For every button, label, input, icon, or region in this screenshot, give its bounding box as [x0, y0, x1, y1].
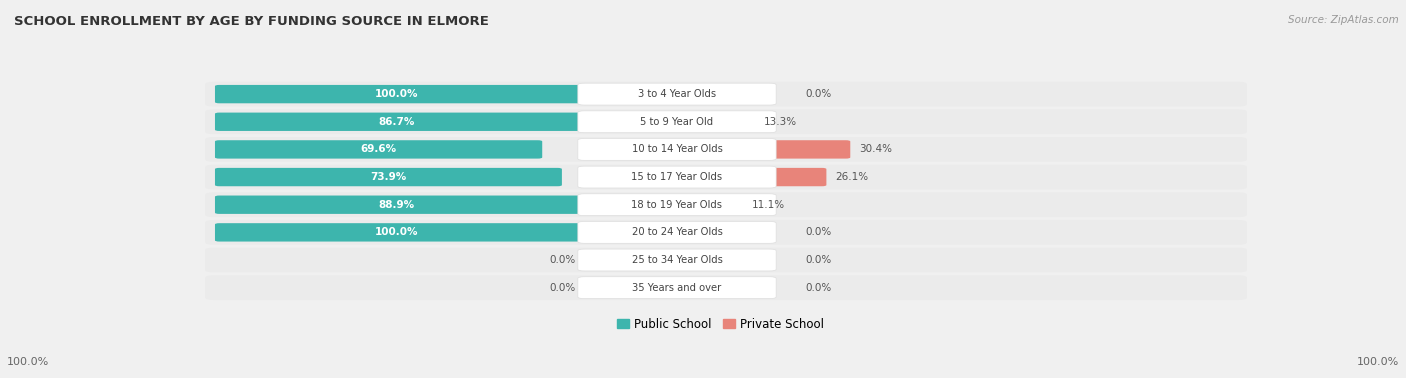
Text: 25 to 34 Year Olds: 25 to 34 Year Olds: [631, 255, 723, 265]
FancyBboxPatch shape: [205, 109, 1247, 134]
FancyBboxPatch shape: [672, 195, 742, 214]
Text: 26.1%: 26.1%: [835, 172, 869, 182]
Text: 5 to 9 Year Old: 5 to 9 Year Old: [640, 117, 714, 127]
FancyBboxPatch shape: [215, 113, 620, 131]
Text: 0.0%: 0.0%: [806, 255, 832, 265]
FancyBboxPatch shape: [672, 140, 851, 159]
Text: Source: ZipAtlas.com: Source: ZipAtlas.com: [1288, 15, 1399, 25]
FancyBboxPatch shape: [215, 195, 630, 214]
FancyBboxPatch shape: [647, 279, 681, 297]
Text: 13.3%: 13.3%: [763, 117, 797, 127]
Legend: Public School, Private School: Public School, Private School: [617, 318, 824, 330]
FancyBboxPatch shape: [205, 248, 1247, 273]
FancyBboxPatch shape: [215, 140, 543, 159]
Text: 88.9%: 88.9%: [378, 200, 415, 210]
FancyBboxPatch shape: [673, 251, 707, 269]
FancyBboxPatch shape: [205, 220, 1247, 245]
Text: 3 to 4 Year Olds: 3 to 4 Year Olds: [638, 89, 716, 99]
FancyBboxPatch shape: [578, 111, 776, 133]
FancyBboxPatch shape: [205, 192, 1247, 217]
Text: 10 to 14 Year Olds: 10 to 14 Year Olds: [631, 144, 723, 155]
FancyBboxPatch shape: [673, 279, 707, 297]
FancyBboxPatch shape: [215, 85, 682, 103]
FancyBboxPatch shape: [578, 166, 776, 188]
FancyBboxPatch shape: [215, 223, 682, 242]
FancyBboxPatch shape: [672, 168, 827, 186]
Text: 30.4%: 30.4%: [859, 144, 891, 155]
Text: 15 to 17 Year Olds: 15 to 17 Year Olds: [631, 172, 723, 182]
Text: 11.1%: 11.1%: [752, 200, 785, 210]
FancyBboxPatch shape: [215, 168, 562, 186]
FancyBboxPatch shape: [578, 249, 776, 271]
Text: 0.0%: 0.0%: [806, 283, 832, 293]
Text: 86.7%: 86.7%: [378, 117, 415, 127]
Text: 0.0%: 0.0%: [806, 89, 832, 99]
Text: 73.9%: 73.9%: [370, 172, 406, 182]
Text: 0.0%: 0.0%: [550, 255, 575, 265]
FancyBboxPatch shape: [578, 83, 776, 105]
Text: 0.0%: 0.0%: [806, 227, 832, 237]
Text: 20 to 24 Year Olds: 20 to 24 Year Olds: [631, 227, 723, 237]
FancyBboxPatch shape: [205, 275, 1247, 300]
Text: 100.0%: 100.0%: [1357, 357, 1399, 367]
FancyBboxPatch shape: [578, 222, 776, 243]
FancyBboxPatch shape: [578, 194, 776, 215]
FancyBboxPatch shape: [205, 137, 1247, 162]
Text: 18 to 19 Year Olds: 18 to 19 Year Olds: [631, 200, 723, 210]
Text: 100.0%: 100.0%: [7, 357, 49, 367]
FancyBboxPatch shape: [672, 113, 755, 131]
Text: 100.0%: 100.0%: [374, 89, 418, 99]
Text: 69.6%: 69.6%: [360, 144, 396, 155]
Text: SCHOOL ENROLLMENT BY AGE BY FUNDING SOURCE IN ELMORE: SCHOOL ENROLLMENT BY AGE BY FUNDING SOUR…: [14, 15, 489, 28]
FancyBboxPatch shape: [205, 165, 1247, 189]
FancyBboxPatch shape: [673, 223, 707, 241]
FancyBboxPatch shape: [578, 277, 776, 299]
Text: 0.0%: 0.0%: [550, 283, 575, 293]
FancyBboxPatch shape: [647, 251, 681, 269]
FancyBboxPatch shape: [673, 85, 707, 103]
Text: 35 Years and over: 35 Years and over: [633, 283, 721, 293]
FancyBboxPatch shape: [578, 138, 776, 160]
FancyBboxPatch shape: [205, 82, 1247, 107]
Text: 100.0%: 100.0%: [374, 227, 418, 237]
